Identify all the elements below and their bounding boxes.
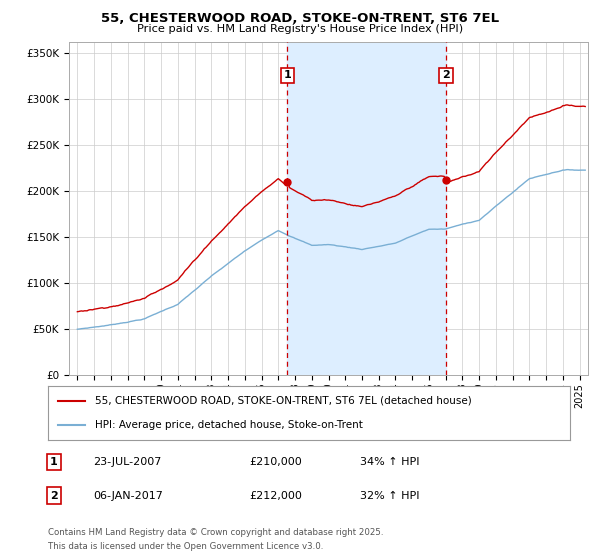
Text: 23-JUL-2007: 23-JUL-2007 bbox=[93, 457, 161, 467]
Text: HPI: Average price, detached house, Stoke-on-Trent: HPI: Average price, detached house, Stok… bbox=[95, 420, 363, 430]
Text: Price paid vs. HM Land Registry's House Price Index (HPI): Price paid vs. HM Land Registry's House … bbox=[137, 24, 463, 34]
Text: 1: 1 bbox=[50, 457, 58, 467]
Text: 55, CHESTERWOOD ROAD, STOKE-ON-TRENT, ST6 7EL: 55, CHESTERWOOD ROAD, STOKE-ON-TRENT, ST… bbox=[101, 12, 499, 25]
Text: 2: 2 bbox=[50, 491, 58, 501]
Text: £210,000: £210,000 bbox=[249, 457, 302, 467]
Text: 2: 2 bbox=[442, 71, 450, 80]
Text: 1: 1 bbox=[284, 71, 292, 80]
Text: Contains HM Land Registry data © Crown copyright and database right 2025.: Contains HM Land Registry data © Crown c… bbox=[48, 528, 383, 536]
Text: 06-JAN-2017: 06-JAN-2017 bbox=[93, 491, 163, 501]
Bar bbox=[287, 42, 446, 375]
Text: 55, CHESTERWOOD ROAD, STOKE-ON-TRENT, ST6 7EL (detached house): 55, CHESTERWOOD ROAD, STOKE-ON-TRENT, ST… bbox=[95, 396, 472, 406]
Text: 34% ↑ HPI: 34% ↑ HPI bbox=[360, 457, 419, 467]
Text: 32% ↑ HPI: 32% ↑ HPI bbox=[360, 491, 419, 501]
Text: £212,000: £212,000 bbox=[249, 491, 302, 501]
Text: This data is licensed under the Open Government Licence v3.0.: This data is licensed under the Open Gov… bbox=[48, 542, 323, 551]
